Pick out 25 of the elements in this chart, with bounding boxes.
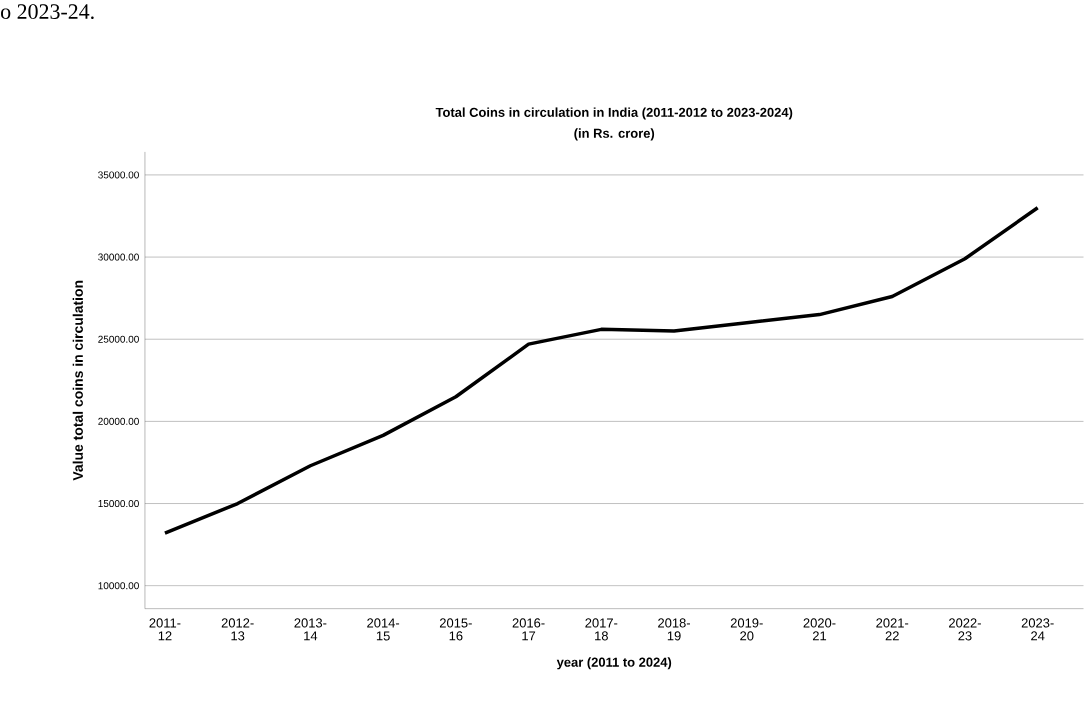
x-tick-label: 2022-23 [949,618,981,641]
y-axis-title: Value total coins in circulation [72,281,83,481]
chart-title: Total Coins in circulation in India (2011-2012 to 2023-2024) [435,107,793,120]
x-tick-label: 2011-12 [149,618,181,641]
y-tick-label: 25000.00 [98,335,139,343]
line-series [163,206,1040,536]
x-tick-label: 2019-20 [730,618,763,641]
x-axis-title: year (2011 to 2024) [556,657,672,670]
chart-subtitle: (in Rs. crore) [574,128,655,141]
x-tick-label: 2013-14 [294,618,327,641]
x-tick-label: 2015-16 [439,618,472,641]
x-tick-label: 2018-19 [658,618,691,641]
x-tick-label: 2021-22 [876,618,909,641]
x-tick-label: 2017-18 [585,618,618,641]
y-tick-label: 15000.00 [98,500,139,508]
x-tick-label: 2012-13 [221,618,254,641]
x-tick-label: 2020-21 [803,618,836,641]
x-tick-label: 2014-15 [367,618,400,641]
y-tick-label: 30000.00 [98,253,139,261]
x-tick-label: 2016-17 [512,618,545,641]
y-tick-label: 35000.00 [98,171,139,179]
y-tick-label: 20000.00 [98,418,139,426]
x-tick-label: 2023-24 [1021,618,1054,641]
text: o 2023-24. [1,4,94,20]
y-tick-label: 10000.00 [98,582,139,590]
